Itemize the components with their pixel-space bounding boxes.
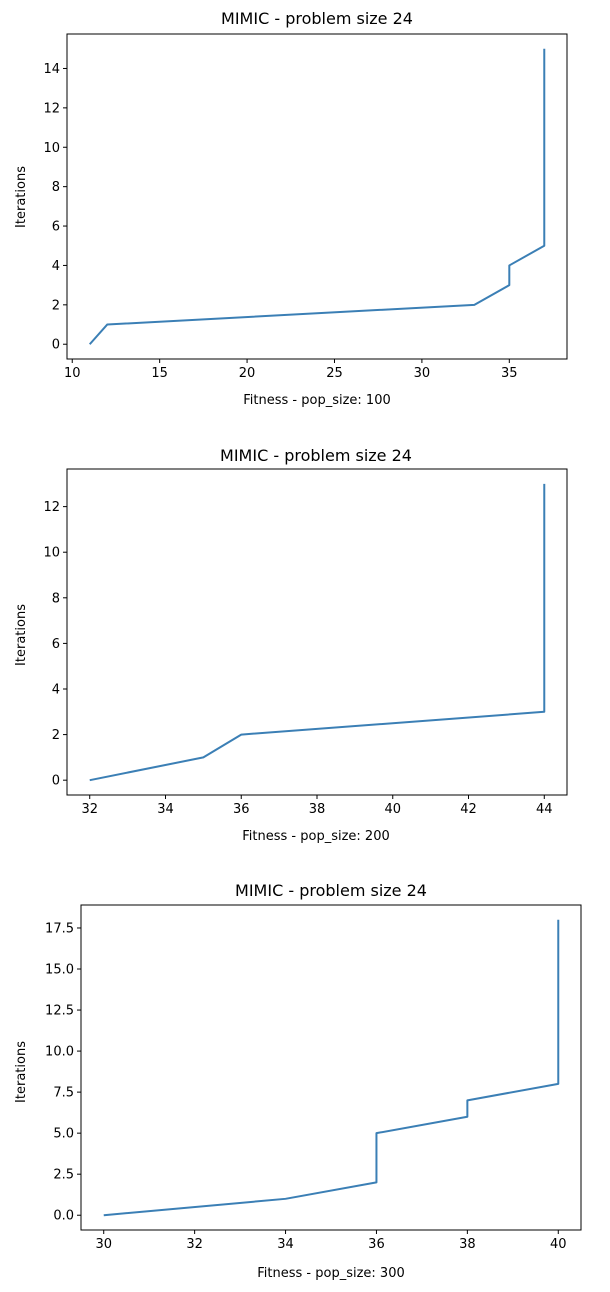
chart-2-x-tick-label: 44 <box>536 802 553 817</box>
chart-1-x-ticks: 10 15 20 25 30 35 <box>64 359 518 381</box>
chart-3-y-ticks: 0.0 2.5 5.0 7.5 10.0 12.5 15.0 17.5 <box>45 921 81 1224</box>
chart-2-x-ticks: 32 34 36 38 40 42 44 <box>81 795 553 817</box>
chart-3-x-ticks: 30 32 34 36 38 40 <box>95 1230 567 1252</box>
chart-1-y-tick-label: 4 <box>52 259 60 274</box>
chart-2-y-tick-label: 2 <box>52 728 60 743</box>
chart-2-x-tick-label: 40 <box>384 802 401 817</box>
chart-3-y-tick-label: 12.5 <box>45 1004 74 1019</box>
chart-2-y-tick-label: 6 <box>52 637 60 652</box>
chart-3-y-axis-label: Iterations <box>14 1041 29 1103</box>
chart-3-x-tick-label: 30 <box>95 1237 112 1252</box>
chart-1-x-tick-label: 15 <box>151 366 168 381</box>
chart-1-y-tick-label: 12 <box>43 101 60 116</box>
chart-1-y-tick-label: 6 <box>52 220 60 235</box>
chart-2-x-axis-label: Fitness - pop_size: 200 <box>242 829 389 844</box>
chart-1-y-tick-label: 2 <box>52 298 60 313</box>
chart-3-x-tick-label: 32 <box>186 1237 203 1252</box>
chart-2-y-tick-label: 8 <box>52 591 60 606</box>
chart-1-series <box>88 48 546 345</box>
chart-2-series-line <box>89 483 546 782</box>
chart-1-y-tick-label: 8 <box>52 180 60 195</box>
chart-2-y-tick-label: 12 <box>43 500 60 515</box>
chart-2-y-axis-label: Iterations <box>14 604 29 666</box>
chart-3-x-tick-label: 36 <box>368 1237 385 1252</box>
chart-3-title: MIMIC - problem size 24 <box>235 881 427 900</box>
chart-3-y-tick-label: 10.0 <box>45 1045 74 1060</box>
chart-2-y-ticks: 0 2 4 6 8 10 12 <box>43 500 67 789</box>
chart-3-series <box>103 919 560 1217</box>
chart-2-x-tick-label: 42 <box>460 802 477 817</box>
chart-3-plot-frame <box>80 904 582 1231</box>
chart-2-x-tick-label: 36 <box>233 802 250 817</box>
chart-3-y-tick-label: 7.5 <box>53 1086 74 1101</box>
chart-1-x-tick-label: 20 <box>239 366 256 381</box>
chart-2-title: MIMIC - problem size 24 <box>220 446 412 465</box>
chart-1-series-line <box>88 48 546 345</box>
chart-2-plot-frame <box>66 468 568 796</box>
chart-2-y-tick-label: 4 <box>52 682 60 697</box>
chart-1-x-tick-label: 25 <box>326 366 343 381</box>
chart-3-y-tick-label: 17.5 <box>45 921 74 936</box>
chart-1-y-axis-label: Iterations <box>14 166 29 228</box>
chart-1-plot-frame <box>66 33 568 360</box>
chart-3-series-line <box>103 919 560 1217</box>
chart-1-x-tick-label: 10 <box>64 366 81 381</box>
chart-1: MIMIC - problem size 24 10 15 20 25 30 35 0 2 4… <box>14 9 568 408</box>
chart-3-y-tick-label: 0.0 <box>53 1209 74 1224</box>
chart-1-y-ticks: 0 2 4 6 8 10 12 14 <box>43 62 67 353</box>
chart-1-title: MIMIC - problem size 24 <box>221 9 413 28</box>
chart-3: MIMIC - problem size 24 30 32 34 36 38 40 0.0… <box>14 881 582 1281</box>
chart-1-x-tick-label: 30 <box>414 366 431 381</box>
chart-2: MIMIC - problem size 24 32 34 36 38 40 42 44 0… <box>14 446 568 844</box>
chart-2-x-tick-label: 38 <box>309 802 326 817</box>
chart-2-y-tick-label: 10 <box>43 546 60 561</box>
chart-2-series <box>89 483 546 782</box>
chart-1-y-tick-label: 14 <box>43 62 60 77</box>
chart-1-x-tick-label: 35 <box>501 366 518 381</box>
chart-3-x-tick-label: 38 <box>459 1237 476 1252</box>
chart-3-y-tick-label: 2.5 <box>53 1168 74 1183</box>
chart-2-x-tick-label: 34 <box>157 802 174 817</box>
chart-3-y-tick-label: 15.0 <box>45 963 74 978</box>
chart-1-y-tick-label: 10 <box>43 141 60 156</box>
chart-3-x-axis-label: Fitness - pop_size: 300 <box>257 1266 404 1281</box>
chart-2-y-tick-label: 0 <box>52 774 60 789</box>
chart-1-y-tick-label: 0 <box>52 338 60 353</box>
chart-3-x-tick-label: 40 <box>550 1237 567 1252</box>
chart-3-y-tick-label: 5.0 <box>53 1127 74 1142</box>
chart-1-x-axis-label: Fitness - pop_size: 100 <box>243 393 390 408</box>
chart-2-x-tick-label: 32 <box>81 802 98 817</box>
chart-3-x-tick-label: 34 <box>277 1237 294 1252</box>
